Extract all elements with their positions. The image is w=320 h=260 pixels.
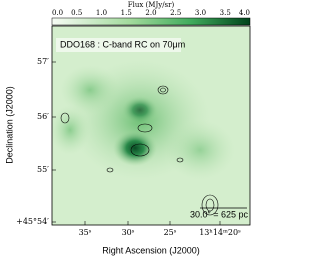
colorbar [51,17,251,26]
x-tick-label: 35ˢ [79,228,92,237]
x-tick-label: 25ˢ [164,228,177,237]
x-tick-label: 13ʰ14ᵐ20ˢ [199,228,241,237]
figure: Flux (MJy/sr) 0.0 0.5 1.0 1.5 2.0 2.5 3.0 3.5 4.… [4,1,251,255]
y-axis-label: Declination (J2000) [4,86,14,164]
colorbar-label: Flux (MJy/sr) [128,1,175,9]
colorbar-tick-label: 3.0 [195,9,206,17]
colorbar-tick-label: 2.0 [145,9,156,17]
colorbar-tick-label: 0.5 [71,9,82,17]
y-tick-label: 56′ [37,112,49,121]
colorbar-tick-label: 3.5 [220,9,231,17]
y-tick-label: +45°54′ [16,217,49,226]
colorbar-tick-label: 1.0 [96,9,107,17]
page: {"colorbar":{"label":"Flux (MJy/sr)","ti… [4,1,251,256]
colorbar-tick-label: 1.5 [121,9,132,17]
colorbar-tick-label: 4.0 [239,9,250,17]
image-title: DDO168 : C-band RC on 70μm [60,39,185,49]
x-tick-label: 30ˢ [122,228,135,237]
y-tick-label: 55′ [37,165,49,174]
x-axis-label: Right Ascension (J2000) [102,245,200,255]
scale-bar-label: 30.0″ = 625 pc [190,209,248,219]
image-frame [51,25,251,226]
colorbar-tick-label: 0.0 [52,9,63,17]
image [52,26,250,225]
colorbar-tick-label: 2.5 [170,9,181,17]
y-tick-label: 57′ [37,57,49,66]
